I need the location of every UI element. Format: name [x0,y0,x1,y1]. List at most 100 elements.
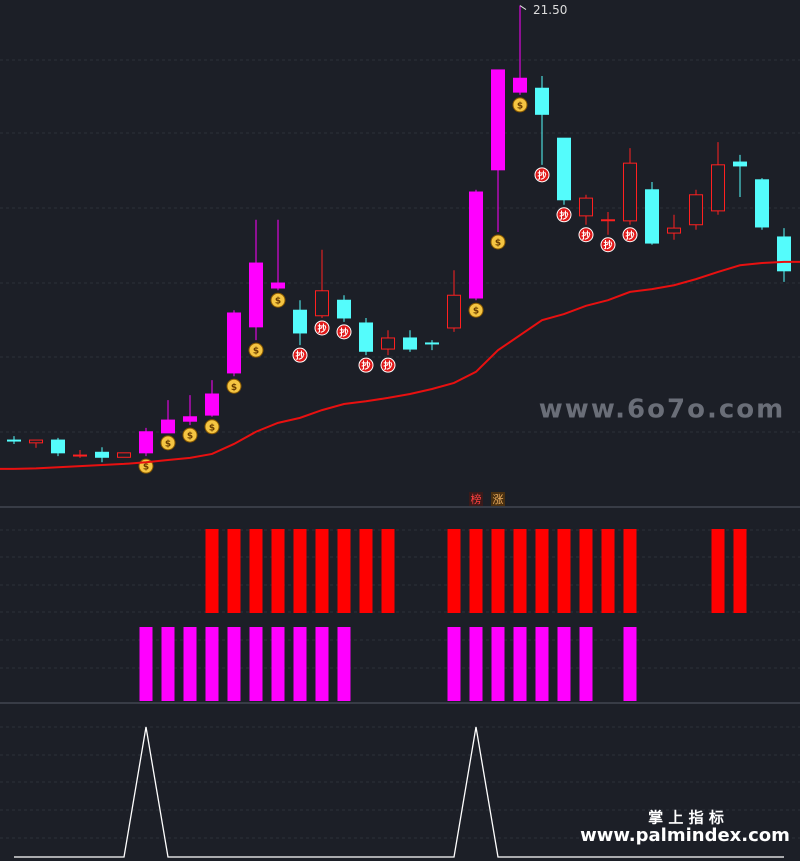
signal-text: $ [165,439,171,449]
brand-url: www.palmindex.com [580,825,790,846]
candle-body [403,337,417,350]
watermark: www.6o7o.com [539,395,785,425]
candle-body [271,282,285,289]
signal-bar [249,627,263,701]
signal-text: $ [187,432,193,442]
signal-icon [358,357,374,373]
candle-body [183,416,197,422]
candle-body [249,262,263,328]
signal-text: 抄 [559,209,568,221]
signal-text: $ [231,383,237,393]
candle-body [513,77,527,93]
brand-cn: 掌 上 指 标 [648,809,724,827]
signal-bar [491,627,505,701]
signal-bar [733,529,747,613]
candle-body [535,87,549,115]
signal-bar [205,627,219,701]
candle-body [689,194,703,226]
signal-text: $ [209,423,215,433]
tag-box [491,492,505,506]
candle-body [733,161,747,167]
candle-body [51,439,65,454]
signal-text: 抄 [361,360,370,372]
signal-icon [270,292,286,308]
signal-bar [161,627,175,701]
signal-icon [622,227,638,243]
signal-bar [513,627,527,701]
signal-text: $ [495,238,501,248]
signal-text: 抄 [317,322,326,334]
signal-bar [315,627,329,701]
signal-bar [139,627,153,701]
signal-bar [271,529,285,613]
candle-body [227,312,241,374]
moving-average [0,260,800,470]
signal-icon [490,234,506,250]
signal-bar [227,529,241,613]
signal-text: 抄 [625,229,634,241]
signal-bar [293,529,307,613]
signal-text: 抄 [537,169,546,181]
signal-icon [380,357,396,373]
signal-icon [226,378,242,394]
signal-text: 抄 [603,239,612,251]
signal-text: $ [275,297,281,307]
candle-body [293,309,307,334]
candle-body [645,189,659,244]
candle-body [755,179,769,228]
signal-bar [579,529,593,613]
signal-bar [469,627,483,701]
candle-body [491,69,505,171]
signal-bar [557,529,571,613]
candle-body [557,137,571,201]
candle-body [205,393,219,416]
signal-icon [204,419,220,435]
signal-bar [293,627,307,701]
signal-bar [557,627,571,701]
signal-icon [182,427,198,443]
signal-icon [556,207,572,223]
signal-bar [711,529,725,613]
signal-bar [535,529,549,613]
candle-body [315,290,329,317]
signal-icon [534,167,550,183]
signal-icon [512,97,528,113]
candle-body [469,191,483,299]
candle-body [337,299,351,319]
candle-body [623,162,637,222]
candle-body [117,452,131,458]
signal-icon [468,302,484,318]
candle-body [425,342,439,345]
tag-box [469,492,483,506]
signal-bar [491,529,505,613]
tag-text: 涨 [493,493,504,506]
signal-text: 抄 [383,360,392,372]
candle-body [359,322,373,352]
candle-body [161,419,175,434]
signal-bar [315,529,329,613]
signal-text: $ [253,347,259,357]
candle-body [7,439,21,442]
candle-body [777,236,791,272]
max-pointer [519,5,527,10]
signal-bar [579,627,593,701]
signal-bar [513,529,527,613]
signal-icon [600,237,616,253]
signal-bar [227,627,241,701]
signal-bar [447,627,461,701]
candle-body [95,451,109,458]
signal-text: $ [143,463,149,473]
candle-body [711,164,725,212]
signal-bar [469,529,483,613]
candle-body [29,439,43,444]
signal-text: 抄 [339,326,348,338]
signal-bar [249,529,263,613]
signal-bar [381,529,395,613]
candle-body [447,294,461,329]
signal-icon [160,435,176,451]
signal-bar [337,627,351,701]
signal-bar [535,627,549,701]
signal-bar [623,627,637,701]
